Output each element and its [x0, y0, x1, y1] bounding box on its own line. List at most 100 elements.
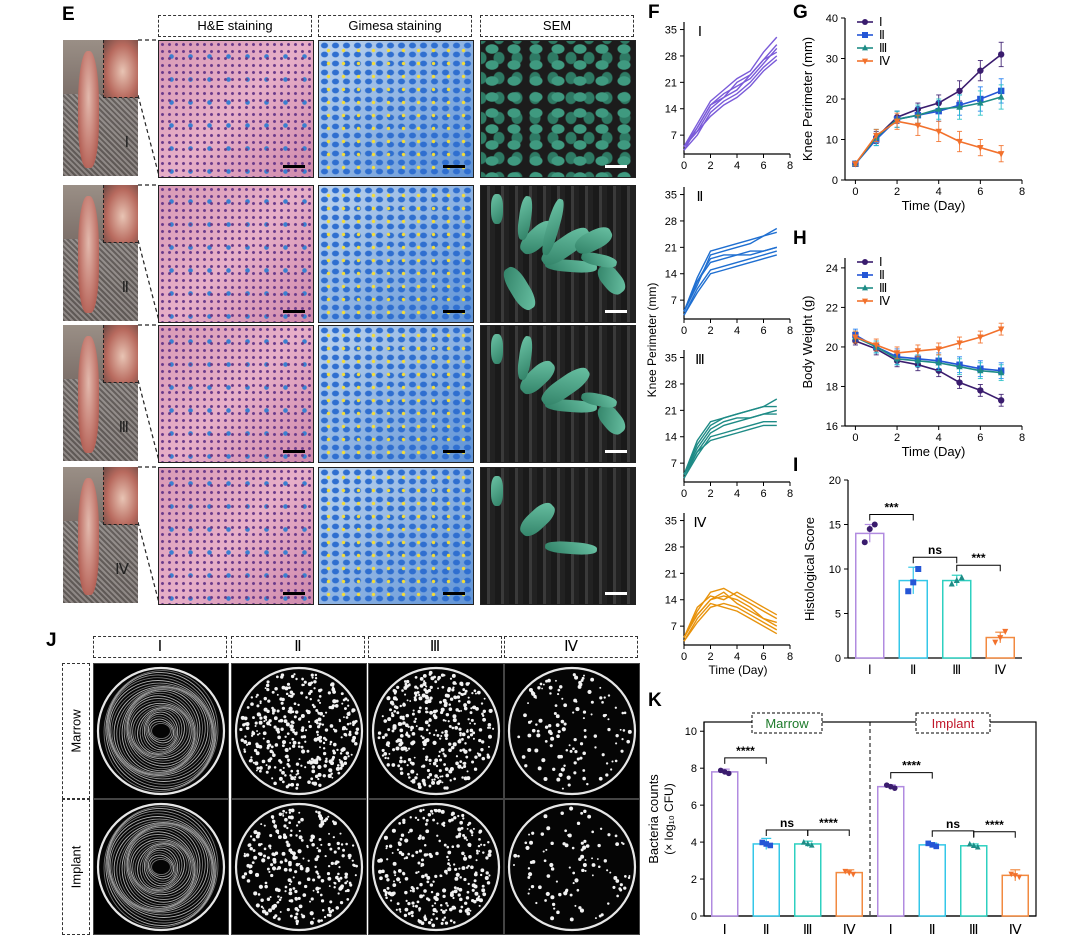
data-point-square	[759, 839, 766, 846]
colony	[596, 858, 599, 860]
colony	[457, 827, 462, 832]
colony	[262, 724, 266, 728]
colony	[583, 809, 587, 814]
data-point-triangle-down	[862, 58, 868, 65]
colony	[297, 717, 302, 721]
colony	[627, 729, 632, 734]
colony-lawn-streak	[127, 698, 195, 764]
colony	[591, 863, 596, 867]
colony	[432, 818, 436, 822]
colony	[572, 747, 575, 751]
colony	[413, 698, 417, 702]
colony	[383, 752, 388, 756]
colony	[305, 709, 309, 713]
colony	[313, 687, 316, 690]
colony	[574, 750, 578, 754]
colony	[601, 701, 604, 704]
y-tick-label: 22	[826, 302, 838, 314]
colony	[295, 919, 300, 924]
colony	[248, 869, 253, 875]
x-tick-label: 0	[681, 160, 687, 172]
subpanel-label: Ⅳ	[694, 516, 707, 531]
colony	[428, 784, 432, 788]
x-tick-label: Ⅱ	[910, 662, 916, 677]
colony	[318, 838, 322, 841]
colony	[424, 914, 427, 917]
colony	[415, 871, 418, 874]
colony	[318, 758, 322, 761]
colony	[300, 745, 304, 749]
colony	[440, 735, 443, 737]
x-tick-label: 8	[1019, 186, 1025, 198]
colony-lawn-streak	[146, 716, 176, 746]
scale-bar	[605, 165, 627, 168]
colony	[409, 761, 413, 765]
colony	[332, 749, 336, 753]
colony	[298, 811, 301, 814]
colony	[320, 820, 325, 824]
colony	[590, 677, 595, 682]
colony	[623, 711, 627, 715]
y-axis-label: Body Weight (g)	[800, 296, 815, 389]
colony	[411, 731, 416, 736]
colony	[396, 685, 400, 689]
colony	[419, 677, 424, 681]
colony	[569, 806, 574, 811]
colony	[574, 878, 579, 883]
colony	[482, 709, 487, 713]
colony	[528, 833, 531, 836]
colony	[576, 888, 580, 892]
petri-dish	[507, 802, 637, 932]
colony	[256, 766, 260, 770]
significance-bracket	[890, 772, 933, 779]
data-point-circle	[956, 379, 963, 386]
y-tick-label: 35	[665, 190, 677, 202]
x-tick-label: Ⅰ	[868, 662, 872, 677]
colony	[418, 907, 422, 911]
colony	[295, 824, 299, 827]
colony	[478, 728, 483, 732]
colony	[538, 885, 542, 890]
colony	[545, 891, 550, 897]
colony	[447, 867, 452, 872]
colony	[420, 864, 423, 868]
colony	[546, 874, 551, 878]
colony	[255, 695, 258, 698]
colony	[264, 884, 268, 889]
colony	[343, 755, 348, 761]
colony	[400, 760, 403, 763]
colony	[556, 734, 560, 739]
colony	[263, 720, 266, 723]
colony	[478, 829, 483, 833]
data-point-triangle-down	[935, 128, 942, 136]
data-point-triangle	[997, 368, 1005, 376]
colony	[281, 697, 285, 702]
colony	[572, 673, 576, 677]
colony	[467, 696, 470, 699]
colony	[316, 733, 319, 736]
colony	[269, 847, 272, 850]
colony	[419, 684, 424, 688]
colony	[444, 733, 449, 738]
colony	[442, 894, 446, 899]
colony	[535, 723, 538, 726]
colony	[344, 875, 348, 879]
colony-lawn-streak	[151, 858, 171, 876]
colony	[262, 737, 265, 740]
colony	[295, 862, 300, 867]
colony	[386, 696, 391, 701]
colony	[478, 904, 481, 907]
colony	[271, 711, 275, 715]
colony	[475, 859, 478, 862]
colony-lawn-streak	[145, 849, 177, 885]
colony	[327, 842, 331, 847]
bacteria-cell	[499, 263, 540, 314]
colony	[273, 781, 277, 786]
x-tick-label: Ⅳ	[994, 662, 1006, 677]
culture-plate	[504, 799, 640, 935]
colony	[432, 740, 437, 745]
y-axis-label: Bacteria counts	[646, 774, 661, 864]
colony	[427, 688, 432, 693]
colony	[281, 685, 286, 690]
colony	[301, 914, 306, 919]
